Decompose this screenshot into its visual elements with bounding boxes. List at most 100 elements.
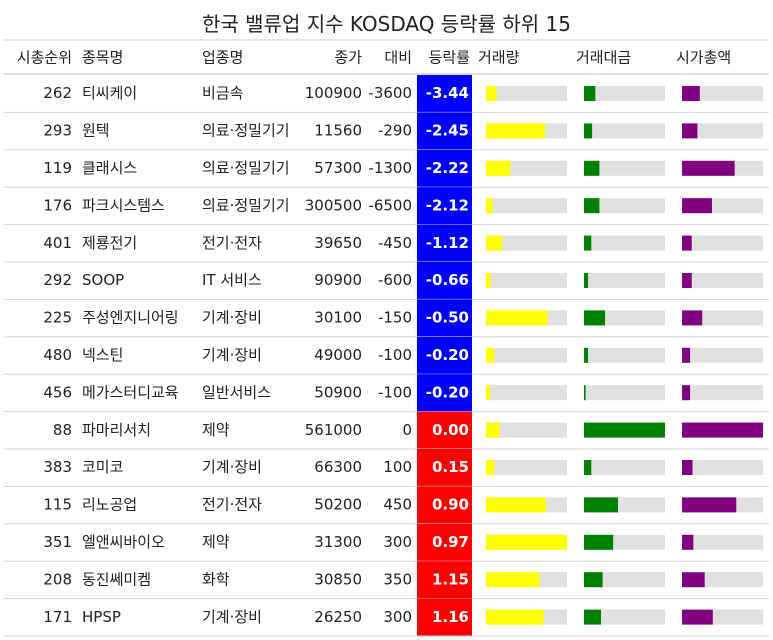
cap-bar bbox=[682, 123, 698, 139]
value-track bbox=[584, 460, 665, 475]
cell-close: 30850 bbox=[314, 570, 362, 588]
header-pct: 등락률 bbox=[429, 49, 471, 67]
value-track bbox=[584, 160, 665, 176]
cell-name: HPSP bbox=[82, 608, 121, 626]
cell-sector: 기계·장비 bbox=[202, 458, 262, 476]
cell-sector: 의료·정밀기기 bbox=[202, 159, 290, 177]
cell-close: 100900 bbox=[305, 84, 362, 102]
cell-change: 300 bbox=[383, 533, 412, 551]
cap-bar bbox=[682, 609, 713, 625]
cell-close: 11560 bbox=[314, 122, 362, 140]
value-bar bbox=[584, 160, 600, 176]
cell-change: 350 bbox=[383, 570, 412, 588]
cell-rank: 456 bbox=[43, 383, 72, 401]
cap-bar bbox=[682, 572, 705, 588]
value-track bbox=[584, 609, 665, 625]
cell-rank: 480 bbox=[43, 346, 72, 364]
pct-cell bbox=[417, 523, 472, 562]
cell-pct: 0.90 bbox=[432, 496, 469, 514]
cell-rank: 115 bbox=[43, 496, 72, 514]
header-volume: 거래량 bbox=[478, 49, 520, 67]
value-track bbox=[584, 123, 665, 139]
cell-rank: 401 bbox=[43, 234, 72, 252]
volume-bar bbox=[486, 422, 500, 438]
cap-track bbox=[682, 460, 763, 475]
value-track bbox=[584, 572, 665, 588]
cell-name: 동진쎄미켐 bbox=[82, 570, 151, 588]
cell-change: -1300 bbox=[368, 159, 412, 177]
value-bar bbox=[584, 310, 606, 326]
cap-bar bbox=[682, 347, 691, 363]
cell-change: 450 bbox=[383, 496, 412, 514]
cell-rank: 119 bbox=[43, 159, 72, 177]
volume-bar bbox=[486, 310, 548, 326]
chart-title: 한국 밸류업 지수 KOSDAQ 등락률 하위 15 bbox=[202, 12, 571, 36]
cell-name: 제룡전기 bbox=[82, 234, 137, 252]
cell-pct: 1.16 bbox=[432, 608, 469, 626]
volume-track bbox=[486, 385, 567, 401]
value-bar bbox=[584, 273, 589, 288]
cell-close: 31300 bbox=[314, 533, 362, 551]
cell-rank: 225 bbox=[43, 309, 72, 327]
header-name: 종목명 bbox=[82, 49, 123, 67]
value-bar bbox=[584, 385, 586, 401]
cell-rank: 351 bbox=[43, 533, 72, 551]
value-bar bbox=[584, 572, 603, 588]
cap-bar bbox=[682, 160, 735, 176]
pct-cell bbox=[417, 336, 472, 375]
cap-bar bbox=[682, 198, 712, 214]
cell-sector: 비금속 bbox=[202, 84, 244, 102]
cell-name: 주성엔지니어링 bbox=[82, 309, 179, 327]
cap-track bbox=[682, 385, 763, 401]
value-bar bbox=[584, 347, 589, 363]
cell-sector: 일반서비스 bbox=[202, 383, 271, 401]
cell-pct: 0.15 bbox=[432, 458, 469, 476]
pct-cell bbox=[417, 598, 472, 636]
cell-rank: 176 bbox=[43, 196, 72, 214]
volume-track bbox=[486, 460, 567, 475]
cap-bar bbox=[682, 273, 692, 288]
cap-track bbox=[682, 534, 763, 550]
cell-close: 30100 bbox=[314, 309, 362, 327]
cell-name: 원텍 bbox=[82, 122, 110, 140]
value-bar bbox=[584, 422, 665, 438]
cell-sector: 전기·전자 bbox=[202, 234, 262, 252]
cell-sector: 기계·장비 bbox=[202, 309, 262, 327]
cell-change: 0 bbox=[402, 421, 412, 439]
value-track bbox=[584, 198, 665, 214]
header-close: 종가 bbox=[334, 49, 362, 67]
cell-sector: 전기·전자 bbox=[202, 496, 262, 514]
cell-change: 300 bbox=[383, 608, 412, 626]
cell-close: 49000 bbox=[314, 346, 362, 364]
cell-pct: -3.44 bbox=[426, 84, 469, 102]
cap-track bbox=[682, 123, 763, 139]
value-bar bbox=[584, 534, 614, 550]
volume-bar bbox=[486, 347, 495, 363]
pct-cell bbox=[417, 187, 472, 225]
cell-change: -450 bbox=[378, 234, 412, 252]
cell-change: -6500 bbox=[368, 196, 412, 214]
volume-bar bbox=[486, 235, 503, 251]
cell-name: SOOP bbox=[82, 271, 124, 289]
cap-track bbox=[682, 273, 763, 288]
pct-cell bbox=[417, 299, 472, 337]
volume-track bbox=[486, 347, 567, 363]
cell-rank: 88 bbox=[53, 421, 72, 439]
cell-change: -290 bbox=[378, 122, 412, 140]
cell-sector: 화학 bbox=[202, 570, 230, 588]
cell-close: 26250 bbox=[314, 608, 362, 626]
cell-close: 300500 bbox=[305, 196, 362, 214]
volume-bar bbox=[486, 86, 497, 101]
cell-sector: 의료·정밀기기 bbox=[202, 122, 290, 140]
value-track bbox=[584, 273, 665, 288]
volume-track bbox=[486, 86, 567, 101]
cell-pct: -2.22 bbox=[426, 159, 469, 177]
cell-pct: 0.97 bbox=[432, 533, 469, 551]
cap-track bbox=[682, 86, 763, 101]
header-rank: 시총순위 bbox=[17, 49, 72, 67]
value-bar bbox=[584, 460, 592, 475]
cell-name: 넥스틴 bbox=[82, 346, 123, 364]
cell-change: -100 bbox=[378, 383, 412, 401]
cell-change: -100 bbox=[378, 346, 412, 364]
